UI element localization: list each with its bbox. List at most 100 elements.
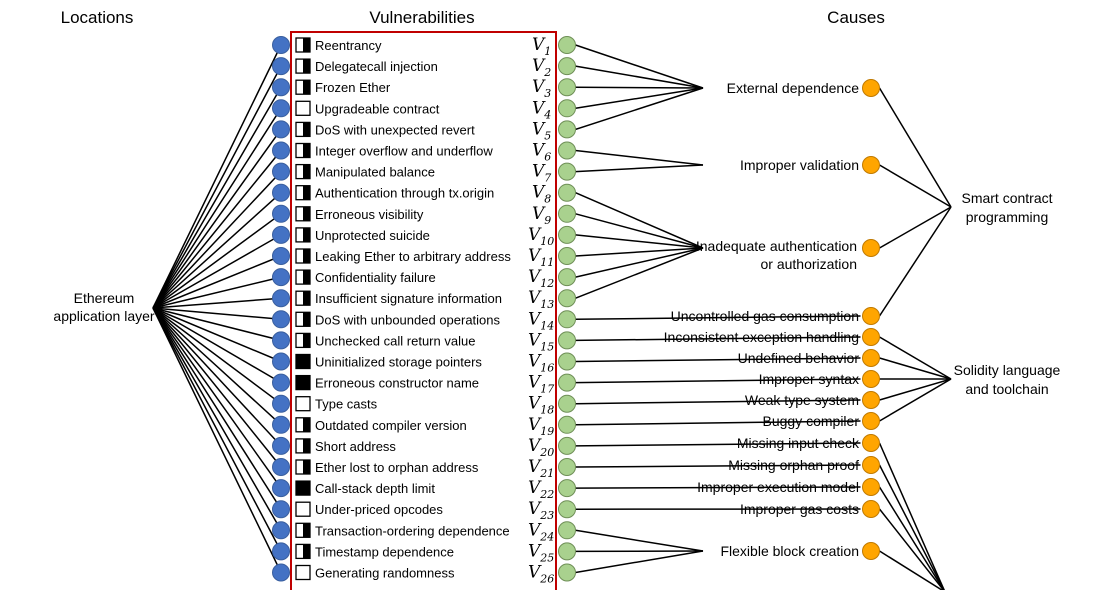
- vulnerability-label: Delegatecall injection: [315, 59, 438, 74]
- location-edge: [152, 307, 282, 384]
- vulnerability-index: 6: [544, 151, 551, 164]
- location-edge: [152, 307, 282, 552]
- vulnerability-row: Unchecked call return value V15: [295, 330, 576, 353]
- vulnerability-symbol: V8: [532, 183, 551, 206]
- cause-category-edge: [879, 336, 952, 380]
- vulnerability-label: Unprotected suicide: [315, 228, 430, 243]
- causes-header: Causes: [827, 8, 885, 27]
- vulnerability-label: Manipulated balance: [315, 165, 435, 180]
- vuln-cause-edge: [575, 315, 861, 321]
- cause-item: Flexible block creation: [720, 542, 880, 560]
- vulnerability-row: Generating randomness V26: [295, 563, 576, 586]
- cause-node: [862, 79, 880, 97]
- vulnerability-node: [558, 57, 576, 76]
- vuln-cause-edge: [575, 65, 704, 89]
- location-edge: [152, 255, 282, 309]
- vuln-cause-edge: [575, 399, 861, 405]
- location-node: [272, 162, 290, 181]
- vulnerability-index: 26: [539, 573, 554, 586]
- location-node: [272, 99, 290, 118]
- category-label: programming: [966, 209, 1048, 225]
- severity-square-icon: [295, 459, 311, 475]
- vulnerability-index: 10: [540, 235, 554, 248]
- vulnerability-symbol: V6: [532, 141, 551, 164]
- vulnerability-index: 1: [544, 45, 551, 58]
- vulnerability-index: 20: [539, 446, 554, 459]
- severity-square-icon: [295, 374, 311, 391]
- location-node: [272, 183, 290, 202]
- cause-node: [862, 391, 880, 409]
- vulnerability-node: [558, 204, 576, 223]
- cause-label: Improper syntax: [759, 371, 859, 387]
- cause-label: Uncontrolled gas consumption: [671, 308, 859, 324]
- vulnerability-symbol: V1: [532, 35, 551, 58]
- cause-node: [862, 370, 880, 388]
- vulnerability-label: Call-stack depth limit: [315, 481, 435, 496]
- cause-category-edge: [879, 206, 952, 249]
- vulnerability-index: 7: [544, 172, 551, 185]
- vulnerability-node: [558, 36, 576, 54]
- cause-category-edge: [879, 550, 944, 590]
- vulnerability-label: DoS with unexpected revert: [315, 122, 475, 137]
- location-edge: [152, 150, 282, 309]
- vuln-cause-edge: [575, 486, 861, 489]
- location-edge: [152, 192, 282, 309]
- vulnerability-index: 19: [540, 425, 554, 438]
- vulnerability-symbol: V20: [528, 436, 554, 459]
- vulnerability-row: Leaking Ether to arbitrary address V11: [295, 246, 576, 269]
- vulnerability-row: Timestamp dependence V25: [295, 541, 576, 564]
- severity-square-icon: [295, 311, 311, 327]
- vulnerability-symbol: V15: [528, 330, 554, 353]
- vulnerability-row: Transaction-ordering dependence V24: [295, 520, 576, 543]
- vulnerability-node: [558, 183, 576, 202]
- cause-category-edge: [878, 442, 945, 590]
- cause-item: External dependence: [727, 79, 880, 97]
- vulnerability-index: 15: [540, 340, 554, 353]
- vulnerability-node: [558, 500, 576, 519]
- vulnerability-symbol: V26: [528, 563, 554, 586]
- vulnerability-node: [558, 415, 576, 434]
- cause-node: [862, 349, 880, 367]
- vulnerability-symbol: V2: [532, 56, 551, 79]
- vulnerability-label: Uninitialized storage pointers: [315, 355, 482, 370]
- vulnerability-index: 17: [540, 383, 554, 396]
- cause-label: External dependence: [727, 80, 860, 96]
- cause-node: [862, 156, 880, 174]
- vuln-cause-edge: [575, 164, 704, 173]
- vulnerability-node: [558, 394, 576, 413]
- vulnerability-label: Insufficient signature information: [315, 291, 502, 306]
- cause-item: Improper syntax: [759, 370, 880, 388]
- location-node: [272, 204, 290, 223]
- cause-item: Inadequate authentication or authorizatio…: [696, 238, 880, 272]
- location-node: [272, 373, 290, 392]
- vulnerability-index: 24: [539, 530, 554, 543]
- location-node: [272, 458, 290, 476]
- cause-item: Missing orphan proof: [728, 456, 880, 474]
- vulnerability-symbol: V17: [528, 373, 554, 396]
- vulnerability-symbol: V5: [532, 119, 551, 142]
- cause-category-edge: [879, 378, 952, 401]
- location-edge: [152, 276, 282, 309]
- vulnerability-row: Uninitialized storage pointers V16: [295, 352, 576, 375]
- category-label: Smart contract: [961, 190, 1052, 206]
- severity-square-icon: [295, 121, 311, 138]
- vulnerability-index: 14: [540, 319, 554, 332]
- location-node: [272, 247, 290, 265]
- severity-square-icon: [295, 79, 311, 95]
- vulnerability-symbol: V9: [532, 204, 551, 227]
- cause-label: or authorization: [760, 256, 857, 272]
- location-edge: [152, 307, 282, 342]
- vulnerability-node: [558, 120, 576, 139]
- cause-node: [862, 307, 880, 325]
- location-edge: [152, 307, 282, 573]
- vulnerability-index: 8: [544, 193, 551, 206]
- vulnerability-node: [558, 436, 576, 455]
- severity-square-icon: [295, 480, 311, 496]
- location-node: [272, 268, 290, 287]
- vulnerability-node: [558, 289, 576, 308]
- cause-category-edge: [879, 357, 952, 380]
- vulnerability-label: Ether lost to orphan address: [315, 460, 479, 475]
- vulnerability-row: Reentrancy V1: [295, 35, 576, 58]
- location-node: [272, 310, 290, 329]
- vuln-cause-edge: [575, 247, 704, 278]
